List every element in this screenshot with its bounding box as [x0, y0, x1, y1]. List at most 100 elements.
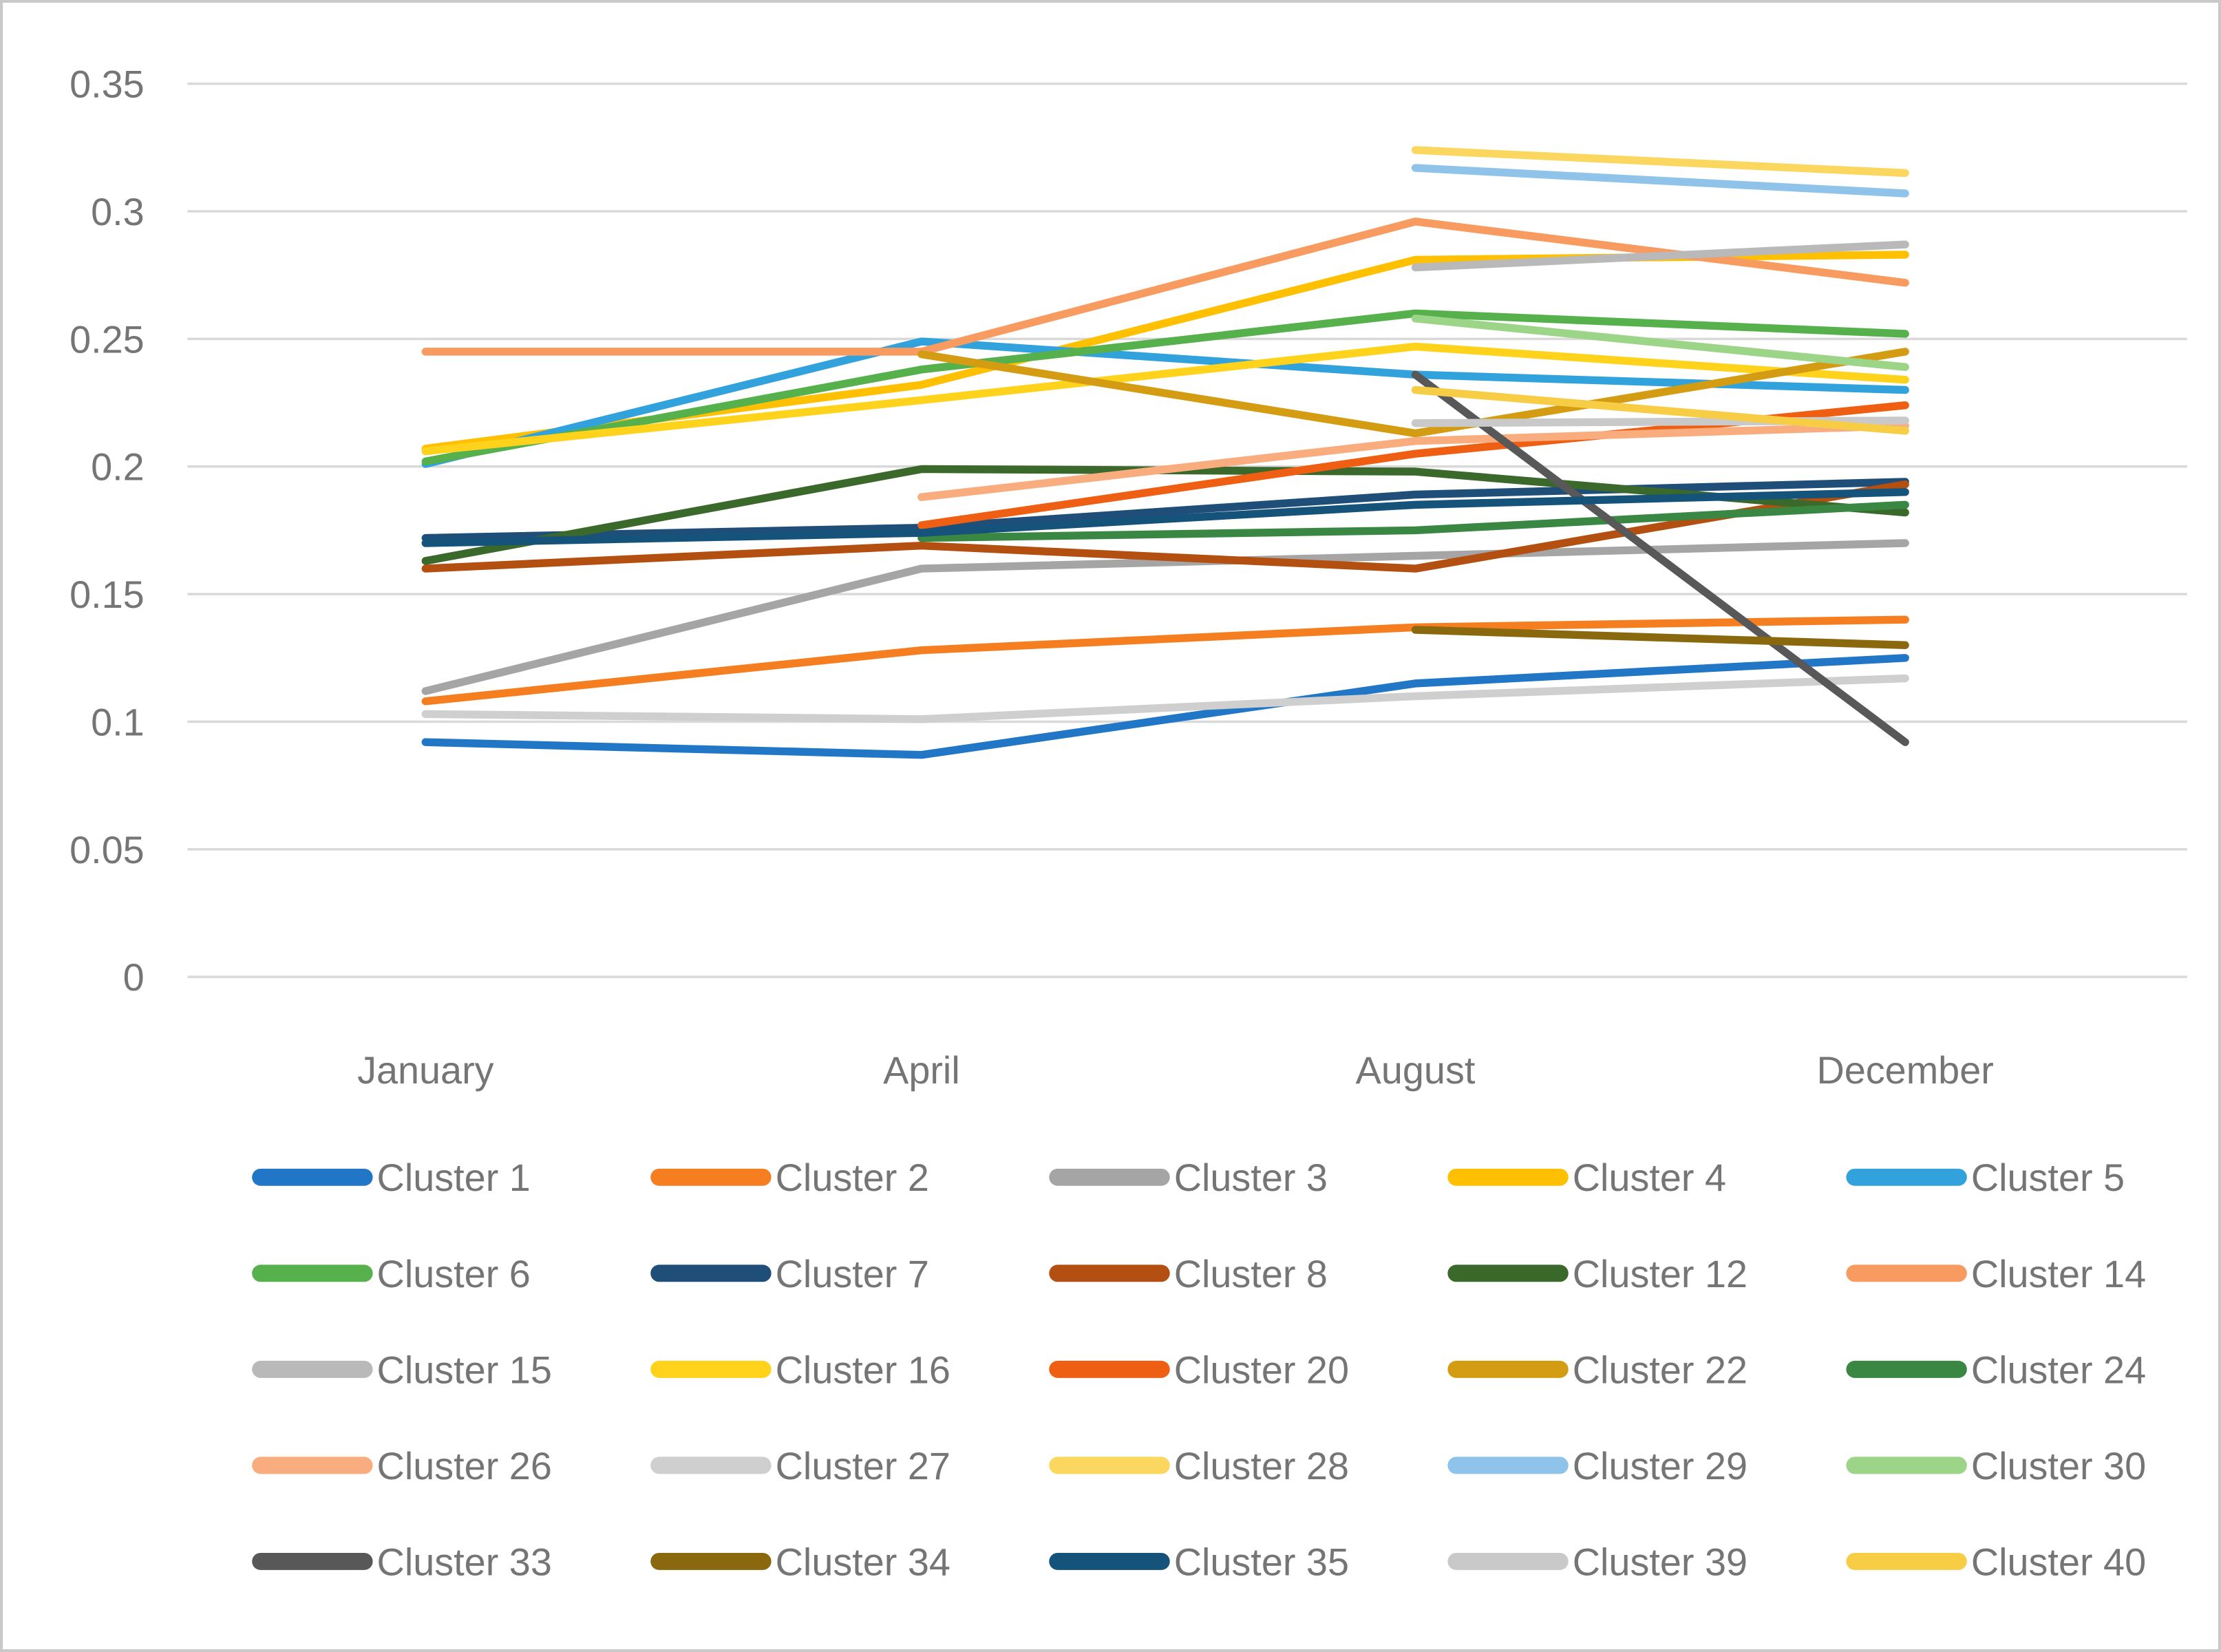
legend-swatch-icon [1049, 1457, 1170, 1474]
legend-label: Cluster 34 [776, 1540, 950, 1583]
series-line-cluster-40[interactable] [1411, 385, 1909, 435]
legend-swatch-icon [1049, 1264, 1170, 1282]
series-line-cluster-33[interactable] [1411, 370, 1909, 746]
legend-swatch-icon [650, 1457, 772, 1474]
series-line-cluster-8[interactable] [421, 480, 1909, 573]
legend-label: Cluster 1 [377, 1156, 531, 1199]
legend-swatch-icon [650, 1360, 772, 1378]
cluster-line-chart: 0.35 0.3 0.25 0.2 0.15 0.1 0.05 0 January April A… [70, 63, 2187, 1583]
legend-swatch-icon [1846, 1457, 1967, 1474]
legend-label: Cluster 4 [1573, 1156, 1726, 1199]
series-line-cluster-27[interactable] [421, 674, 1909, 723]
legend-label: Cluster 5 [1971, 1156, 2125, 1199]
y-axis-tick-label: 0.1 [91, 700, 145, 743]
series-line-cluster-2[interactable] [421, 615, 1909, 706]
y-axis-tick-label: 0.05 [70, 828, 145, 871]
legend-swatch-icon [1846, 1552, 1967, 1570]
legend-label: Cluster 33 [377, 1540, 552, 1583]
legend-swatch-icon [650, 1552, 772, 1570]
legend-label: Cluster 15 [377, 1348, 552, 1391]
legend-item-cluster-7[interactable]: Cluster 7 [650, 1252, 929, 1295]
legend-item-cluster-4[interactable]: Cluster 4 [1447, 1156, 1726, 1199]
y-axis: 0.35 0.3 0.25 0.2 0.15 0.1 0.05 0 [70, 63, 145, 999]
y-axis-tick-label: 0.15 [70, 573, 145, 616]
series-line-cluster-14[interactable] [421, 218, 1909, 356]
legend-label: Cluster 39 [1573, 1540, 1747, 1583]
x-axis: January April August December [357, 1048, 1994, 1092]
series-line-cluster-3[interactable] [421, 539, 1909, 695]
series-line-cluster-26[interactable] [917, 421, 1909, 501]
legend-swatch-icon [1049, 1552, 1170, 1570]
legend-swatch-icon [252, 1264, 373, 1282]
series-line-cluster-16[interactable] [421, 342, 1909, 456]
legend-item-cluster-5[interactable]: Cluster 5 [1846, 1156, 2125, 1199]
legend-item-cluster-26[interactable]: Cluster 26 [252, 1444, 552, 1487]
series-line-cluster-6[interactable] [421, 309, 1909, 466]
legend-swatch-icon [650, 1264, 772, 1282]
legend-label: Cluster 14 [1971, 1252, 2146, 1295]
legend-item-cluster-6[interactable]: Cluster 6 [252, 1252, 531, 1295]
legend-label: Cluster 24 [1971, 1348, 2146, 1391]
series-line-cluster-29[interactable] [1411, 164, 1909, 198]
legend-swatch-icon [1447, 1552, 1569, 1570]
legend-label: Cluster 12 [1573, 1252, 1747, 1295]
legend-item-cluster-40[interactable]: Cluster 40 [1846, 1540, 2146, 1583]
legend-label: Cluster 27 [776, 1444, 950, 1487]
legend-item-cluster-24[interactable]: Cluster 24 [1846, 1348, 2146, 1391]
legend-item-cluster-27[interactable]: Cluster 27 [650, 1444, 950, 1487]
legend-item-cluster-30[interactable]: Cluster 30 [1846, 1444, 2146, 1487]
series-line-cluster-24[interactable] [917, 500, 1909, 542]
legend-item-cluster-35[interactable]: Cluster 35 [1049, 1540, 1349, 1583]
x-axis-label-april: April [883, 1048, 960, 1092]
legend-item-cluster-8[interactable]: Cluster 8 [1049, 1252, 1328, 1295]
legend-item-cluster-15[interactable]: Cluster 15 [252, 1348, 552, 1391]
legend-label: Cluster 16 [776, 1348, 950, 1391]
series-line-cluster-5[interactable] [421, 337, 1909, 468]
y-axis-tick-label: 0 [123, 955, 145, 999]
series-line-cluster-34[interactable] [1411, 626, 1909, 650]
legend-label: Cluster 22 [1573, 1348, 1747, 1391]
legend-swatch-icon [252, 1168, 373, 1186]
legend-label: Cluster 26 [377, 1444, 552, 1487]
legend-label: Cluster 7 [776, 1252, 929, 1295]
legend-swatch-icon [252, 1360, 373, 1378]
legend-item-cluster-14[interactable]: Cluster 14 [1846, 1252, 2146, 1295]
legend-item-cluster-2[interactable]: Cluster 2 [650, 1156, 929, 1199]
legend-item-cluster-3[interactable]: Cluster 3 [1049, 1156, 1328, 1199]
series-line-cluster-35[interactable] [421, 488, 1909, 547]
legend-item-cluster-22[interactable]: Cluster 22 [1447, 1348, 1747, 1391]
legend-item-cluster-28[interactable]: Cluster 28 [1049, 1444, 1349, 1487]
legend-swatch-icon [252, 1457, 373, 1474]
legend-item-cluster-16[interactable]: Cluster 16 [650, 1348, 950, 1391]
series-line-cluster-30[interactable] [1411, 314, 1909, 371]
series-line-cluster-1[interactable] [421, 654, 1909, 759]
legend-swatch-icon [1049, 1168, 1170, 1186]
legend-item-cluster-1[interactable]: Cluster 1 [252, 1156, 531, 1199]
legend-item-cluster-12[interactable]: Cluster 12 [1447, 1252, 1747, 1295]
legend-swatch-icon [1846, 1168, 1967, 1186]
y-axis-tick-label: 0.35 [70, 63, 145, 106]
legend-swatch-icon [252, 1552, 373, 1570]
legend-swatch-icon [1846, 1264, 1967, 1282]
legend-label: Cluster 35 [1174, 1540, 1349, 1583]
legend-swatch-icon [1846, 1360, 1967, 1378]
legend-item-cluster-39[interactable]: Cluster 39 [1447, 1540, 1747, 1583]
series-line-cluster-28[interactable] [1411, 146, 1909, 178]
legend-label: Cluster 8 [1174, 1252, 1328, 1295]
legend-swatch-icon [1447, 1360, 1569, 1378]
legend-item-cluster-34[interactable]: Cluster 34 [650, 1540, 950, 1583]
legend-swatch-icon [650, 1168, 772, 1186]
legend-item-cluster-33[interactable]: Cluster 33 [252, 1540, 552, 1583]
series-line-cluster-22[interactable] [917, 348, 1909, 438]
y-axis-tick-label: 0.25 [70, 317, 145, 361]
legend-label: Cluster 29 [1573, 1444, 1747, 1487]
legend-item-cluster-20[interactable]: Cluster 20 [1049, 1348, 1349, 1391]
y-axis-tick-label: 0.2 [91, 445, 145, 489]
legend-label: Cluster 28 [1174, 1444, 1349, 1487]
legend-swatch-icon [1049, 1360, 1170, 1378]
legend-item-cluster-29[interactable]: Cluster 29 [1447, 1444, 1747, 1487]
legend-swatch-icon [1447, 1264, 1569, 1282]
series-line-cluster-15[interactable] [1411, 240, 1909, 272]
x-axis-label-december: December [1816, 1048, 1993, 1092]
